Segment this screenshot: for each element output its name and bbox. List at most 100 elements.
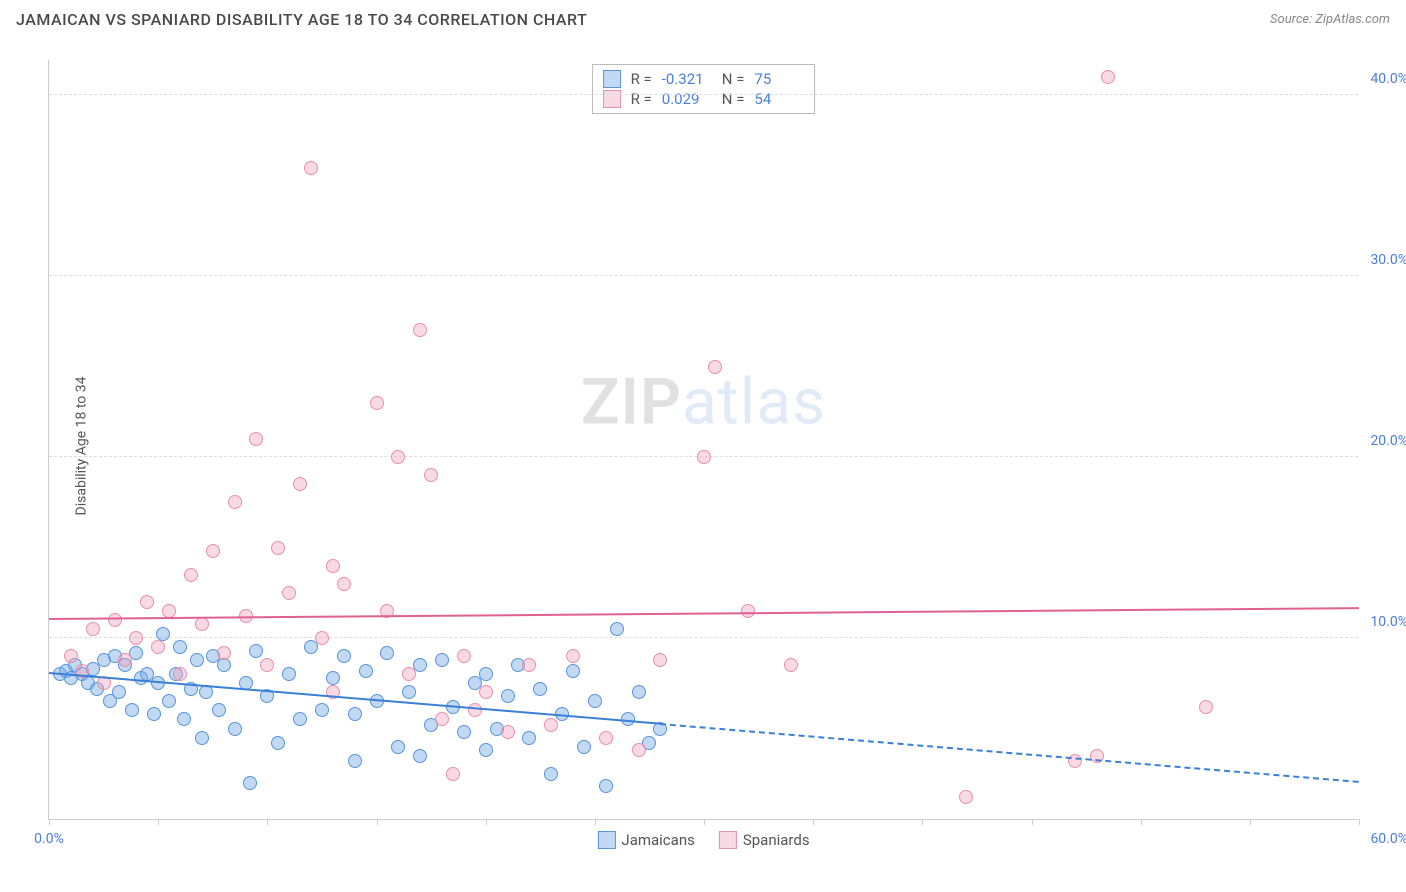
- data-point: [457, 725, 471, 739]
- data-point: [173, 640, 187, 654]
- x-tick: [1250, 819, 1251, 825]
- x-tick: [1141, 819, 1142, 825]
- legend-item: Jamaicans: [597, 831, 694, 849]
- data-point: [326, 671, 340, 685]
- watermark: ZIPatlas: [581, 364, 826, 439]
- y-tick-label: 30.0%: [1370, 252, 1406, 268]
- data-point: [959, 790, 973, 804]
- data-point: [64, 649, 78, 663]
- legend-label: Spaniards: [743, 831, 810, 849]
- x-tick: [377, 819, 378, 825]
- legend: Jamaicans Spaniards: [597, 831, 809, 849]
- gridline: [49, 94, 1358, 95]
- series-swatch: [603, 90, 621, 108]
- data-point: [260, 658, 274, 672]
- data-point: [632, 685, 646, 699]
- data-point: [190, 653, 204, 667]
- data-point: [293, 712, 307, 726]
- x-tick: [595, 819, 596, 825]
- x-tick: [1032, 819, 1033, 825]
- data-point: [632, 743, 646, 757]
- data-point: [337, 649, 351, 663]
- data-point: [147, 707, 161, 721]
- x-tick-label: 0.0%: [34, 831, 64, 847]
- stats-row: R =0.029N =54: [603, 89, 805, 109]
- data-point: [195, 731, 209, 745]
- trend-line-extension: [660, 723, 1359, 783]
- data-point: [544, 767, 558, 781]
- data-point: [108, 613, 122, 627]
- n-value: 75: [754, 70, 804, 88]
- data-point: [391, 450, 405, 464]
- gridline: [49, 637, 1358, 638]
- data-point: [653, 653, 667, 667]
- r-label: R =: [631, 90, 652, 108]
- data-point: [359, 664, 373, 678]
- data-point: [697, 450, 711, 464]
- data-point: [271, 541, 285, 555]
- y-tick-label: 10.0%: [1370, 614, 1406, 630]
- x-tick: [486, 819, 487, 825]
- n-label: N =: [722, 70, 745, 88]
- data-point: [140, 595, 154, 609]
- data-point: [435, 712, 449, 726]
- r-label: R =: [631, 70, 652, 88]
- data-point: [424, 468, 438, 482]
- data-point: [479, 667, 493, 681]
- data-point: [599, 779, 613, 793]
- data-point: [162, 604, 176, 618]
- data-point: [249, 644, 263, 658]
- data-point: [337, 577, 351, 591]
- data-point: [293, 477, 307, 491]
- data-point: [479, 685, 493, 699]
- data-point: [370, 396, 384, 410]
- x-tick: [813, 819, 814, 825]
- header: JAMAICAN VS SPANIARD DISABILITY AGE 18 T…: [0, 0, 1406, 37]
- data-point: [173, 667, 187, 681]
- x-tick: [1359, 819, 1360, 825]
- data-point: [151, 640, 165, 654]
- data-point: [315, 703, 329, 717]
- data-point: [282, 667, 296, 681]
- data-point: [1199, 700, 1213, 714]
- data-point: [522, 731, 536, 745]
- data-point: [501, 725, 515, 739]
- y-tick-label: 20.0%: [1370, 433, 1406, 449]
- data-point: [522, 658, 536, 672]
- data-point: [243, 776, 257, 790]
- data-point: [501, 689, 515, 703]
- data-point: [457, 649, 471, 663]
- data-point: [271, 736, 285, 750]
- data-point: [217, 658, 231, 672]
- data-point: [413, 323, 427, 337]
- legend-label: Jamaicans: [621, 831, 694, 849]
- data-point: [212, 703, 226, 717]
- data-point: [391, 740, 405, 754]
- legend-swatch: [597, 831, 615, 849]
- data-point: [566, 664, 580, 678]
- data-point: [566, 649, 580, 663]
- stats-row: R =-0.321N =75: [603, 69, 805, 89]
- r-value: 0.029: [662, 90, 712, 108]
- data-point: [348, 754, 362, 768]
- data-point: [112, 685, 126, 699]
- correlation-stats-box: R =-0.321N =75R =0.029N =54: [592, 64, 816, 114]
- watermark-part1: ZIP: [581, 364, 682, 439]
- data-point: [380, 646, 394, 660]
- x-tick: [704, 819, 705, 825]
- data-point: [599, 731, 613, 745]
- series-swatch: [603, 70, 621, 88]
- data-point: [544, 718, 558, 732]
- x-tick: [267, 819, 268, 825]
- x-tick-label: 60.0%: [1370, 831, 1406, 847]
- data-point: [708, 360, 722, 374]
- data-point: [413, 749, 427, 763]
- data-point: [533, 682, 547, 696]
- data-point: [479, 743, 493, 757]
- data-point: [118, 653, 132, 667]
- data-point: [249, 432, 263, 446]
- data-point: [304, 161, 318, 175]
- data-point: [784, 658, 798, 672]
- watermark-part2: atlas: [682, 364, 826, 439]
- data-point: [206, 544, 220, 558]
